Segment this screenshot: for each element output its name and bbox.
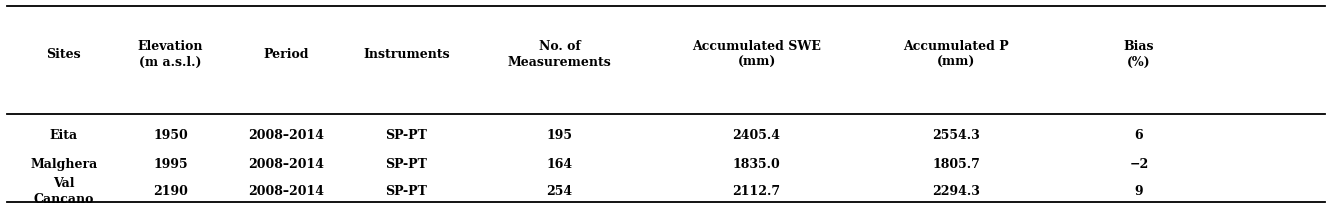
Text: 2294.3: 2294.3 (932, 185, 980, 198)
Text: Malghera: Malghera (31, 158, 97, 171)
Text: 2112.7: 2112.7 (733, 185, 781, 198)
Text: 1950: 1950 (153, 129, 188, 142)
Text: 195: 195 (546, 129, 573, 142)
Text: Sites: Sites (47, 48, 81, 61)
Text: Eita: Eita (49, 129, 79, 142)
Text: 2405.4: 2405.4 (733, 129, 781, 142)
Text: SP-PT: SP-PT (385, 185, 428, 198)
Text: Instruments: Instruments (362, 48, 450, 61)
Text: 1995: 1995 (153, 158, 188, 171)
Text: Period: Period (264, 48, 309, 61)
Text: Elevation
(m a.s.l.): Elevation (m a.s.l.) (137, 40, 204, 69)
Text: 2008–2014: 2008–2014 (248, 129, 325, 142)
Text: SP-PT: SP-PT (385, 129, 428, 142)
Text: Accumulated SWE
(mm): Accumulated SWE (mm) (693, 40, 821, 69)
Text: 2554.3: 2554.3 (932, 129, 980, 142)
Text: Bias
(%): Bias (%) (1124, 40, 1154, 69)
Text: 164: 164 (546, 158, 573, 171)
Text: 6: 6 (1135, 129, 1143, 142)
Text: 1835.0: 1835.0 (733, 158, 781, 171)
Text: No. of
Measurements: No. of Measurements (507, 40, 611, 69)
Text: 2008–2014: 2008–2014 (248, 185, 325, 198)
Text: 9: 9 (1135, 185, 1143, 198)
Text: Accumulated P
(mm): Accumulated P (mm) (903, 40, 1010, 69)
Text: SP-PT: SP-PT (385, 158, 428, 171)
Text: 1805.7: 1805.7 (932, 158, 980, 171)
Text: 2008–2014: 2008–2014 (248, 158, 325, 171)
Text: 2190: 2190 (153, 185, 188, 198)
Text: 254: 254 (546, 185, 573, 198)
Text: −2: −2 (1130, 158, 1148, 171)
Text: Val
Cancano: Val Cancano (33, 177, 95, 204)
